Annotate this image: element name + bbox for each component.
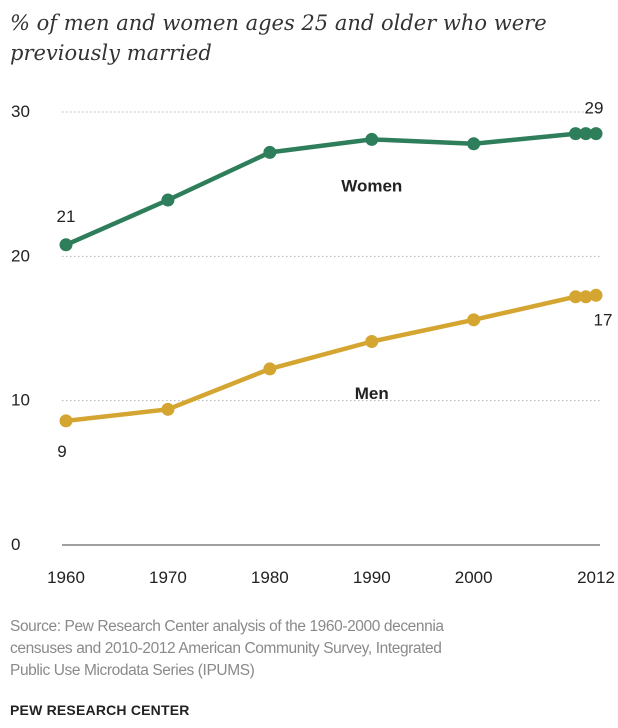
chart-title: % of men and women ages 25 and older who… <box>10 8 610 68</box>
series-label-women: Women <box>341 176 402 195</box>
x-tick-label-1990: 1990 <box>353 568 391 587</box>
x-tick-label-1980: 1980 <box>251 568 289 587</box>
data-point-men-1990 <box>365 334 379 348</box>
data-point-women-1980 <box>263 145 277 159</box>
series-line-men <box>63 293 599 424</box>
data-point-men-1960 <box>59 414 73 428</box>
x-tick-label-2012: 2012 <box>577 568 615 587</box>
data-point-women-2011 <box>579 127 593 141</box>
chart-title-line-1: % of men and women ages 25 and older who… <box>10 11 547 35</box>
x-tick-label-1970: 1970 <box>149 568 187 587</box>
data-point-women-2010 <box>569 127 583 141</box>
x-tick-label-1960: 1960 <box>47 568 85 587</box>
y-tick-label-0: 0 <box>11 535 20 554</box>
data-label-men-start: 9 <box>57 442 66 461</box>
data-label-women-end: 29 <box>585 99 604 118</box>
data-point-women-2000 <box>467 137 481 151</box>
data-point-women-1970 <box>161 193 175 207</box>
data-label-women-start: 21 <box>57 207 76 226</box>
data-point-women-1960 <box>59 238 73 252</box>
series-label-men: Men <box>355 384 389 403</box>
source-line-2: censuses and 2010-2012 American Communit… <box>10 640 442 657</box>
data-label-men-end: 17 <box>594 310 613 329</box>
data-point-men-1980 <box>263 362 277 376</box>
chart-title-line-2: previously married <box>10 41 212 65</box>
x-tick-label-2000: 2000 <box>455 568 493 587</box>
data-point-men-2011 <box>579 290 593 304</box>
y-tick-label-20: 20 <box>11 246 30 265</box>
data-point-women-1990 <box>365 132 379 146</box>
source-line-3: Public Use Microdata Series (IPUMS) <box>10 662 255 679</box>
data-point-men-2000 <box>467 313 481 327</box>
y-tick-label-30: 30 <box>11 102 30 121</box>
data-point-women-2012 <box>589 127 603 141</box>
brand-label: PEW RESEARCH CENTER <box>10 702 190 718</box>
line-chart: 0 10 20 30 1960 1970 1980 1990 2000 2012 Women 21 29… <box>11 99 615 587</box>
source-line-1: Source: Pew Research Center analysis of … <box>10 618 444 635</box>
data-point-men-2012 <box>589 288 603 302</box>
data-point-men-2010 <box>569 290 583 304</box>
series-line-women <box>63 131 599 248</box>
source-note: Source: Pew Research Center analysis of … <box>10 616 616 682</box>
data-point-men-1970 <box>161 402 175 416</box>
y-tick-label-10: 10 <box>11 391 30 410</box>
